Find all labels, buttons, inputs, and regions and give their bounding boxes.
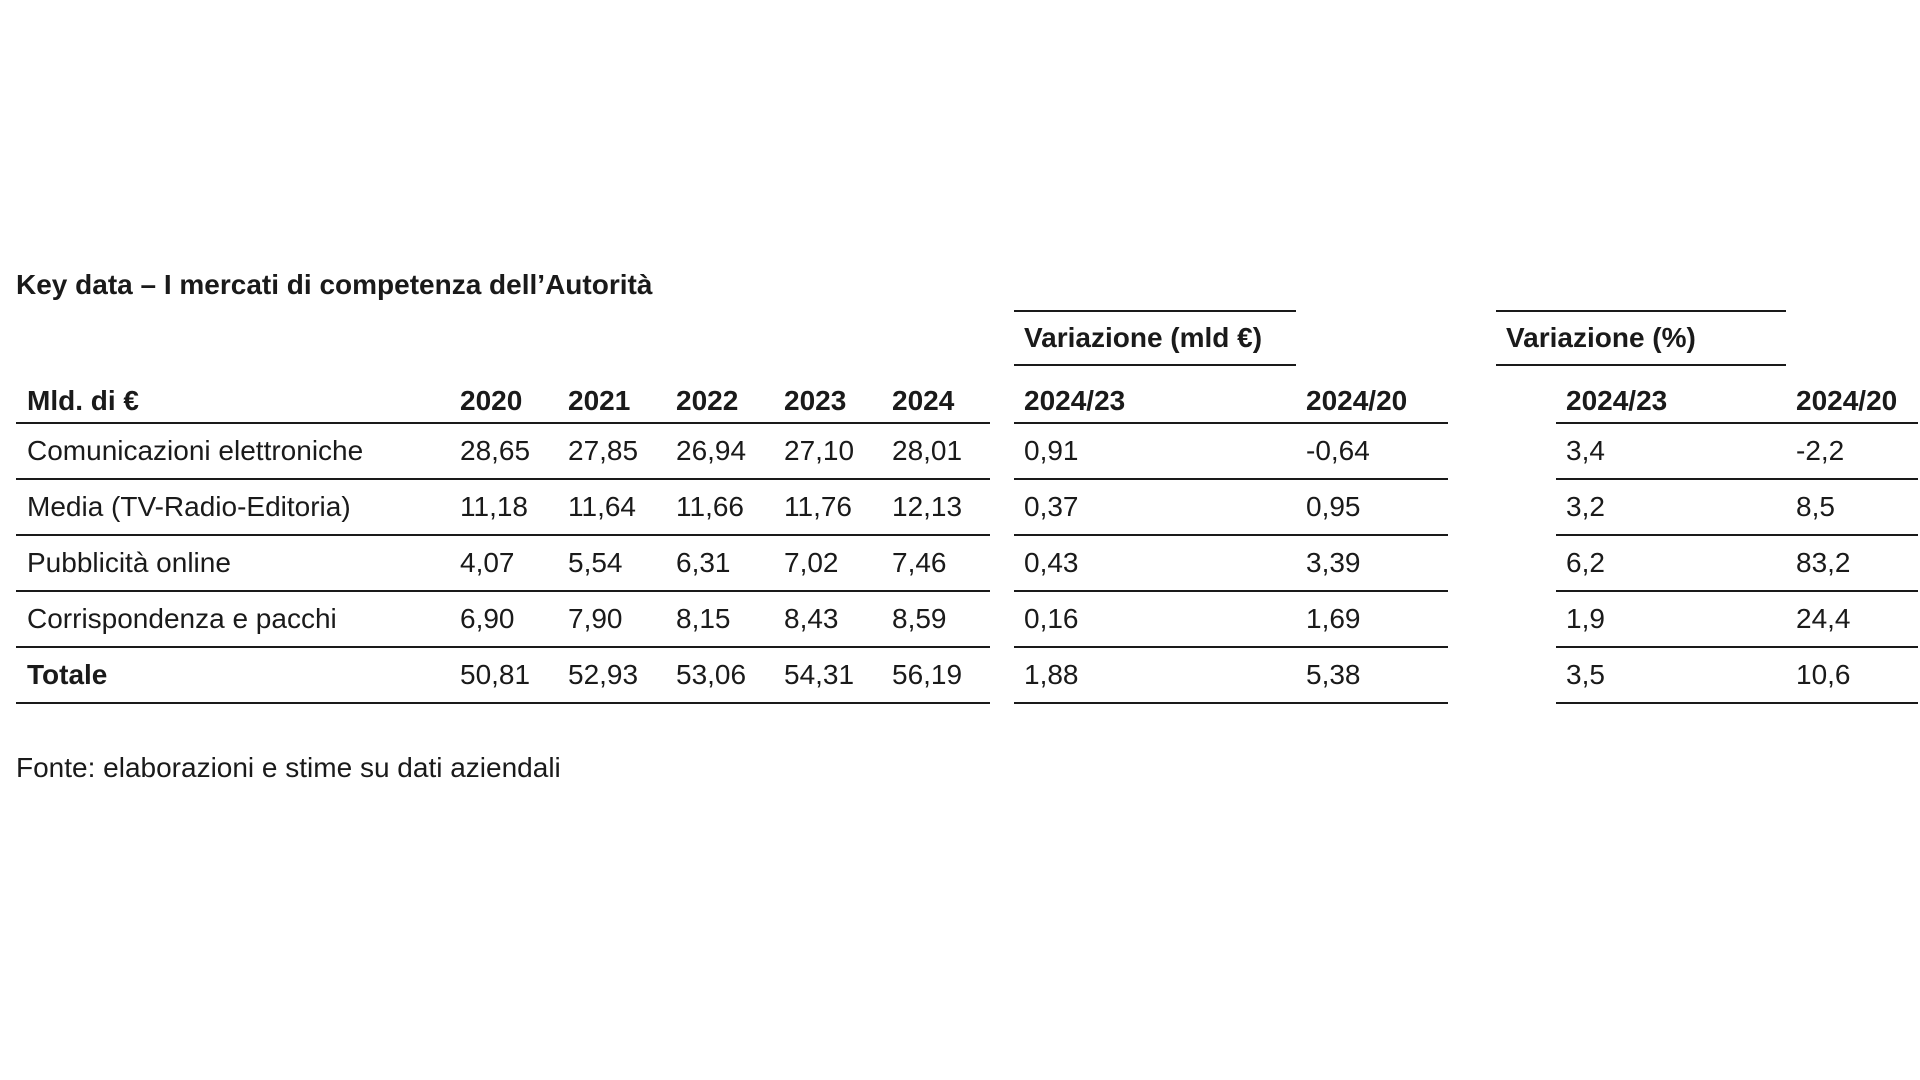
cell-value: 7,02 [784, 547, 839, 578]
cell-value: 10,6 [1796, 659, 1851, 690]
cell-value: 28,65 [460, 435, 531, 466]
cell-value: 3,2 [1566, 491, 1605, 522]
cell-value: 0,37 [1024, 491, 1079, 522]
column-header-pct-2024-23: 2024/23 [1566, 385, 1668, 416]
table-row-total: 1,88 5,38 [1014, 648, 1448, 704]
cell-value: 50,81 [460, 659, 531, 690]
cell-value: 83,2 [1796, 547, 1851, 578]
cell-value: 5,38 [1306, 659, 1361, 690]
row-label: Media (TV-Radio-Editoria) [27, 491, 351, 522]
column-header-2024: 2024 [892, 385, 955, 416]
cell-value: 11,18 [460, 491, 528, 522]
column-header-2022: 2022 [676, 385, 739, 416]
table-header-row: 2024/23 2024/20 [1014, 372, 1448, 424]
cell-value: 6,90 [460, 603, 515, 634]
cell-value: 4,07 [460, 547, 515, 578]
column-header-2020: 2020 [460, 385, 523, 416]
cell-value: 6,2 [1566, 547, 1605, 578]
table-row-total: Totale 50,81 52,93 53,06 54,31 56,19 [16, 648, 990, 704]
table-row: Media (TV-Radio-Editoria) 11,18 11,64 11… [16, 480, 990, 536]
table-row: 0,16 1,69 [1014, 592, 1448, 648]
table-row: 3,4 -2,2 [1556, 424, 1918, 480]
row-label: Corrispondenza e pacchi [27, 603, 337, 634]
table-title: Key data – I mercati di competenza dell’… [16, 269, 653, 300]
cell-value: 1,9 [1566, 603, 1605, 634]
table-row: 1,9 24,4 [1556, 592, 1918, 648]
cell-value: 6,31 [676, 547, 731, 578]
cell-value: 1,69 [1306, 603, 1361, 634]
cell-value: 0,16 [1024, 603, 1079, 634]
column-header-pct-2024-20: 2024/20 [1796, 385, 1898, 416]
cell-value: 11,76 [784, 491, 852, 522]
column-header-abs-2024-20: 2024/20 [1306, 385, 1408, 416]
source-note: Fonte: elaborazioni e stime su dati azie… [16, 752, 561, 783]
cell-value: -0,64 [1306, 435, 1370, 466]
group-header-variation-pct: Variazione (%) [1496, 310, 1786, 366]
cell-value: 8,5 [1796, 491, 1835, 522]
cell-value: -2,2 [1796, 435, 1845, 466]
cell-value: 7,46 [892, 547, 947, 578]
cell-value: 11,66 [676, 491, 744, 522]
table-variation-pct-segment: 2024/23 2024/20 3,4 -2,2 3,2 8,5 6,2 83,… [1556, 372, 1918, 704]
cell-value: 3,39 [1306, 547, 1361, 578]
cell-value: 0,43 [1024, 547, 1079, 578]
table-row: 3,2 8,5 [1556, 480, 1918, 536]
cell-value: 8,43 [784, 603, 839, 634]
cell-value: 0,95 [1306, 491, 1361, 522]
cell-value: 26,94 [676, 435, 747, 466]
cell-value: 27,85 [568, 435, 639, 466]
table-row: Pubblicità online 4,07 5,54 6,31 7,02 7,… [16, 536, 990, 592]
group-header-variation-abs: Variazione (mld €) [1014, 310, 1296, 366]
table-header-row: 2024/23 2024/20 [1556, 372, 1918, 424]
cell-value: 53,06 [676, 659, 747, 690]
cell-value: 3,4 [1566, 435, 1605, 466]
column-header-2021: 2021 [568, 385, 631, 416]
table-row: Corrispondenza e pacchi 6,90 7,90 8,15 8… [16, 592, 990, 648]
table-row-total: 3,5 10,6 [1556, 648, 1918, 704]
table-header-row: Mld. di € 2020 2021 2022 2023 2024 [16, 372, 990, 424]
column-header-label: Mld. di € [27, 385, 139, 416]
cell-value: 27,10 [784, 435, 855, 466]
cell-value: 52,93 [568, 659, 639, 690]
cell-value: 0,91 [1024, 435, 1079, 466]
column-header-abs-2024-23: 2024/23 [1024, 385, 1126, 416]
cell-value: 11,64 [568, 491, 636, 522]
cell-value: 54,31 [784, 659, 855, 690]
table-variation-abs-segment: 2024/23 2024/20 0,91 -0,64 0,37 0,95 0,4… [1014, 372, 1448, 704]
cell-value: 3,5 [1566, 659, 1605, 690]
table-row: 0,37 0,95 [1014, 480, 1448, 536]
cell-value: 8,15 [676, 603, 731, 634]
cell-value: 8,59 [892, 603, 947, 634]
row-label-total: Totale [27, 659, 108, 690]
cell-value: 28,01 [892, 435, 963, 466]
row-label: Comunicazioni elettroniche [27, 435, 364, 466]
cell-value: 24,4 [1796, 603, 1851, 634]
cell-value: 7,90 [568, 603, 623, 634]
table-row: 0,43 3,39 [1014, 536, 1448, 592]
cell-value: 12,13 [892, 491, 963, 522]
row-label: Pubblicità online [27, 547, 231, 578]
table-row: 6,2 83,2 [1556, 536, 1918, 592]
table-row: Comunicazioni elettroniche 28,65 27,85 2… [16, 424, 990, 480]
cell-value: 56,19 [892, 659, 963, 690]
table-row: 0,91 -0,64 [1014, 424, 1448, 480]
column-header-2023: 2023 [784, 385, 847, 416]
cell-value: 5,54 [568, 547, 623, 578]
cell-value: 1,88 [1024, 659, 1079, 690]
table-main-segment: Mld. di € 2020 2021 2022 2023 2024 Comun… [16, 372, 990, 704]
